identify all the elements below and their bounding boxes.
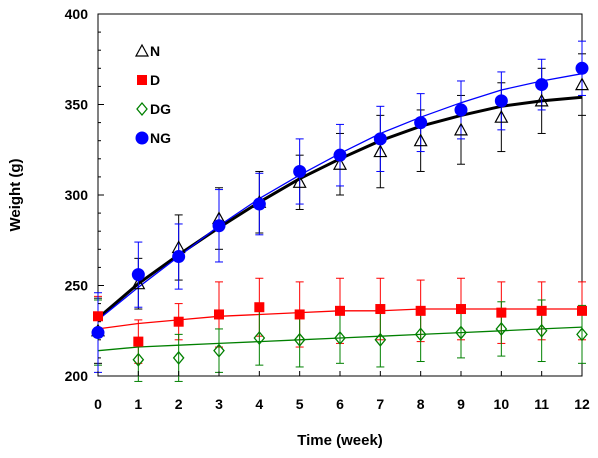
point-d [577,305,587,316]
point-n [534,93,549,107]
x-tick-label: 9 [457,396,465,412]
legend-label: D [150,72,160,88]
point-ng [131,268,145,282]
point-n [332,156,348,170]
legend-label: NG [150,130,171,146]
x-tick-label: 4 [255,396,263,412]
legend-marker-n [134,43,150,57]
point-n [131,276,146,290]
point-d [536,305,547,316]
y-tick-label: 300 [65,187,89,203]
point-n [373,144,388,158]
point-dg [132,352,145,367]
x-tick-label: 3 [215,396,223,412]
point-d [456,304,466,315]
point-n [453,122,469,136]
point-ng [414,116,428,130]
point-n [494,109,509,123]
point-n [292,175,307,188]
legend-marker-dg [136,101,148,117]
data-markers [90,61,590,367]
point-dg [414,327,427,342]
x-tick-label: 5 [296,396,304,412]
point-d [214,309,224,320]
point-ng [91,326,105,340]
point-d [294,309,305,320]
x-tick-label: 7 [376,396,384,412]
point-ng [252,197,266,211]
x-tick-label: 1 [134,396,142,412]
legend: ND DG NG [134,43,171,146]
point-d [496,307,507,318]
legend-label: N [150,43,160,59]
legend-marker-d [137,75,147,85]
point-dg [334,330,346,346]
point-ng [333,148,347,162]
y-tick-label: 200 [65,368,89,384]
point-ng [212,219,226,233]
point-ng [454,103,468,117]
y-tick-label: 250 [65,278,89,294]
x-tick-label: 11 [534,396,549,412]
x-tick-label: 0 [94,396,102,412]
x-axis-title: Time (week) [297,432,383,449]
y-axis-title: Weight (g) [7,158,24,231]
legend-marker-ng [135,131,149,145]
point-dg [495,321,508,336]
point-d [173,316,184,327]
point-dg [293,332,306,347]
point-ng [494,94,508,108]
x-tick-label: 2 [175,396,183,412]
x-tick-label: 6 [336,396,344,412]
point-d [133,336,144,347]
point-n [413,133,428,147]
point-dg [374,332,387,347]
point-ng [575,61,589,75]
point-d [93,311,103,322]
point-ng [293,164,307,178]
point-d [254,302,265,313]
point-dg [576,327,588,342]
x-axis: 0 1 2 3 4 5 6 7 8 9 10 11 12 [94,371,590,412]
point-n [574,77,590,91]
x-tick-label: 10 [494,396,510,412]
y-tick-label: 400 [65,6,89,22]
point-dg [213,343,225,358]
point-ng [373,132,387,146]
legend-label: DG [150,101,171,117]
point-dg [455,325,467,340]
x-tick-label: 8 [417,396,425,412]
point-d [415,305,426,316]
point-dg [253,330,266,346]
point-dg [535,323,548,338]
y-axis: 200 250 300 350 400 [65,6,104,384]
point-dg [172,350,185,365]
point-ng [535,78,549,92]
point-d [335,305,345,316]
point-ng [172,250,186,264]
point-d [375,304,386,315]
y-tick-label: 350 [65,97,89,113]
x-tick-label: 12 [574,396,590,412]
